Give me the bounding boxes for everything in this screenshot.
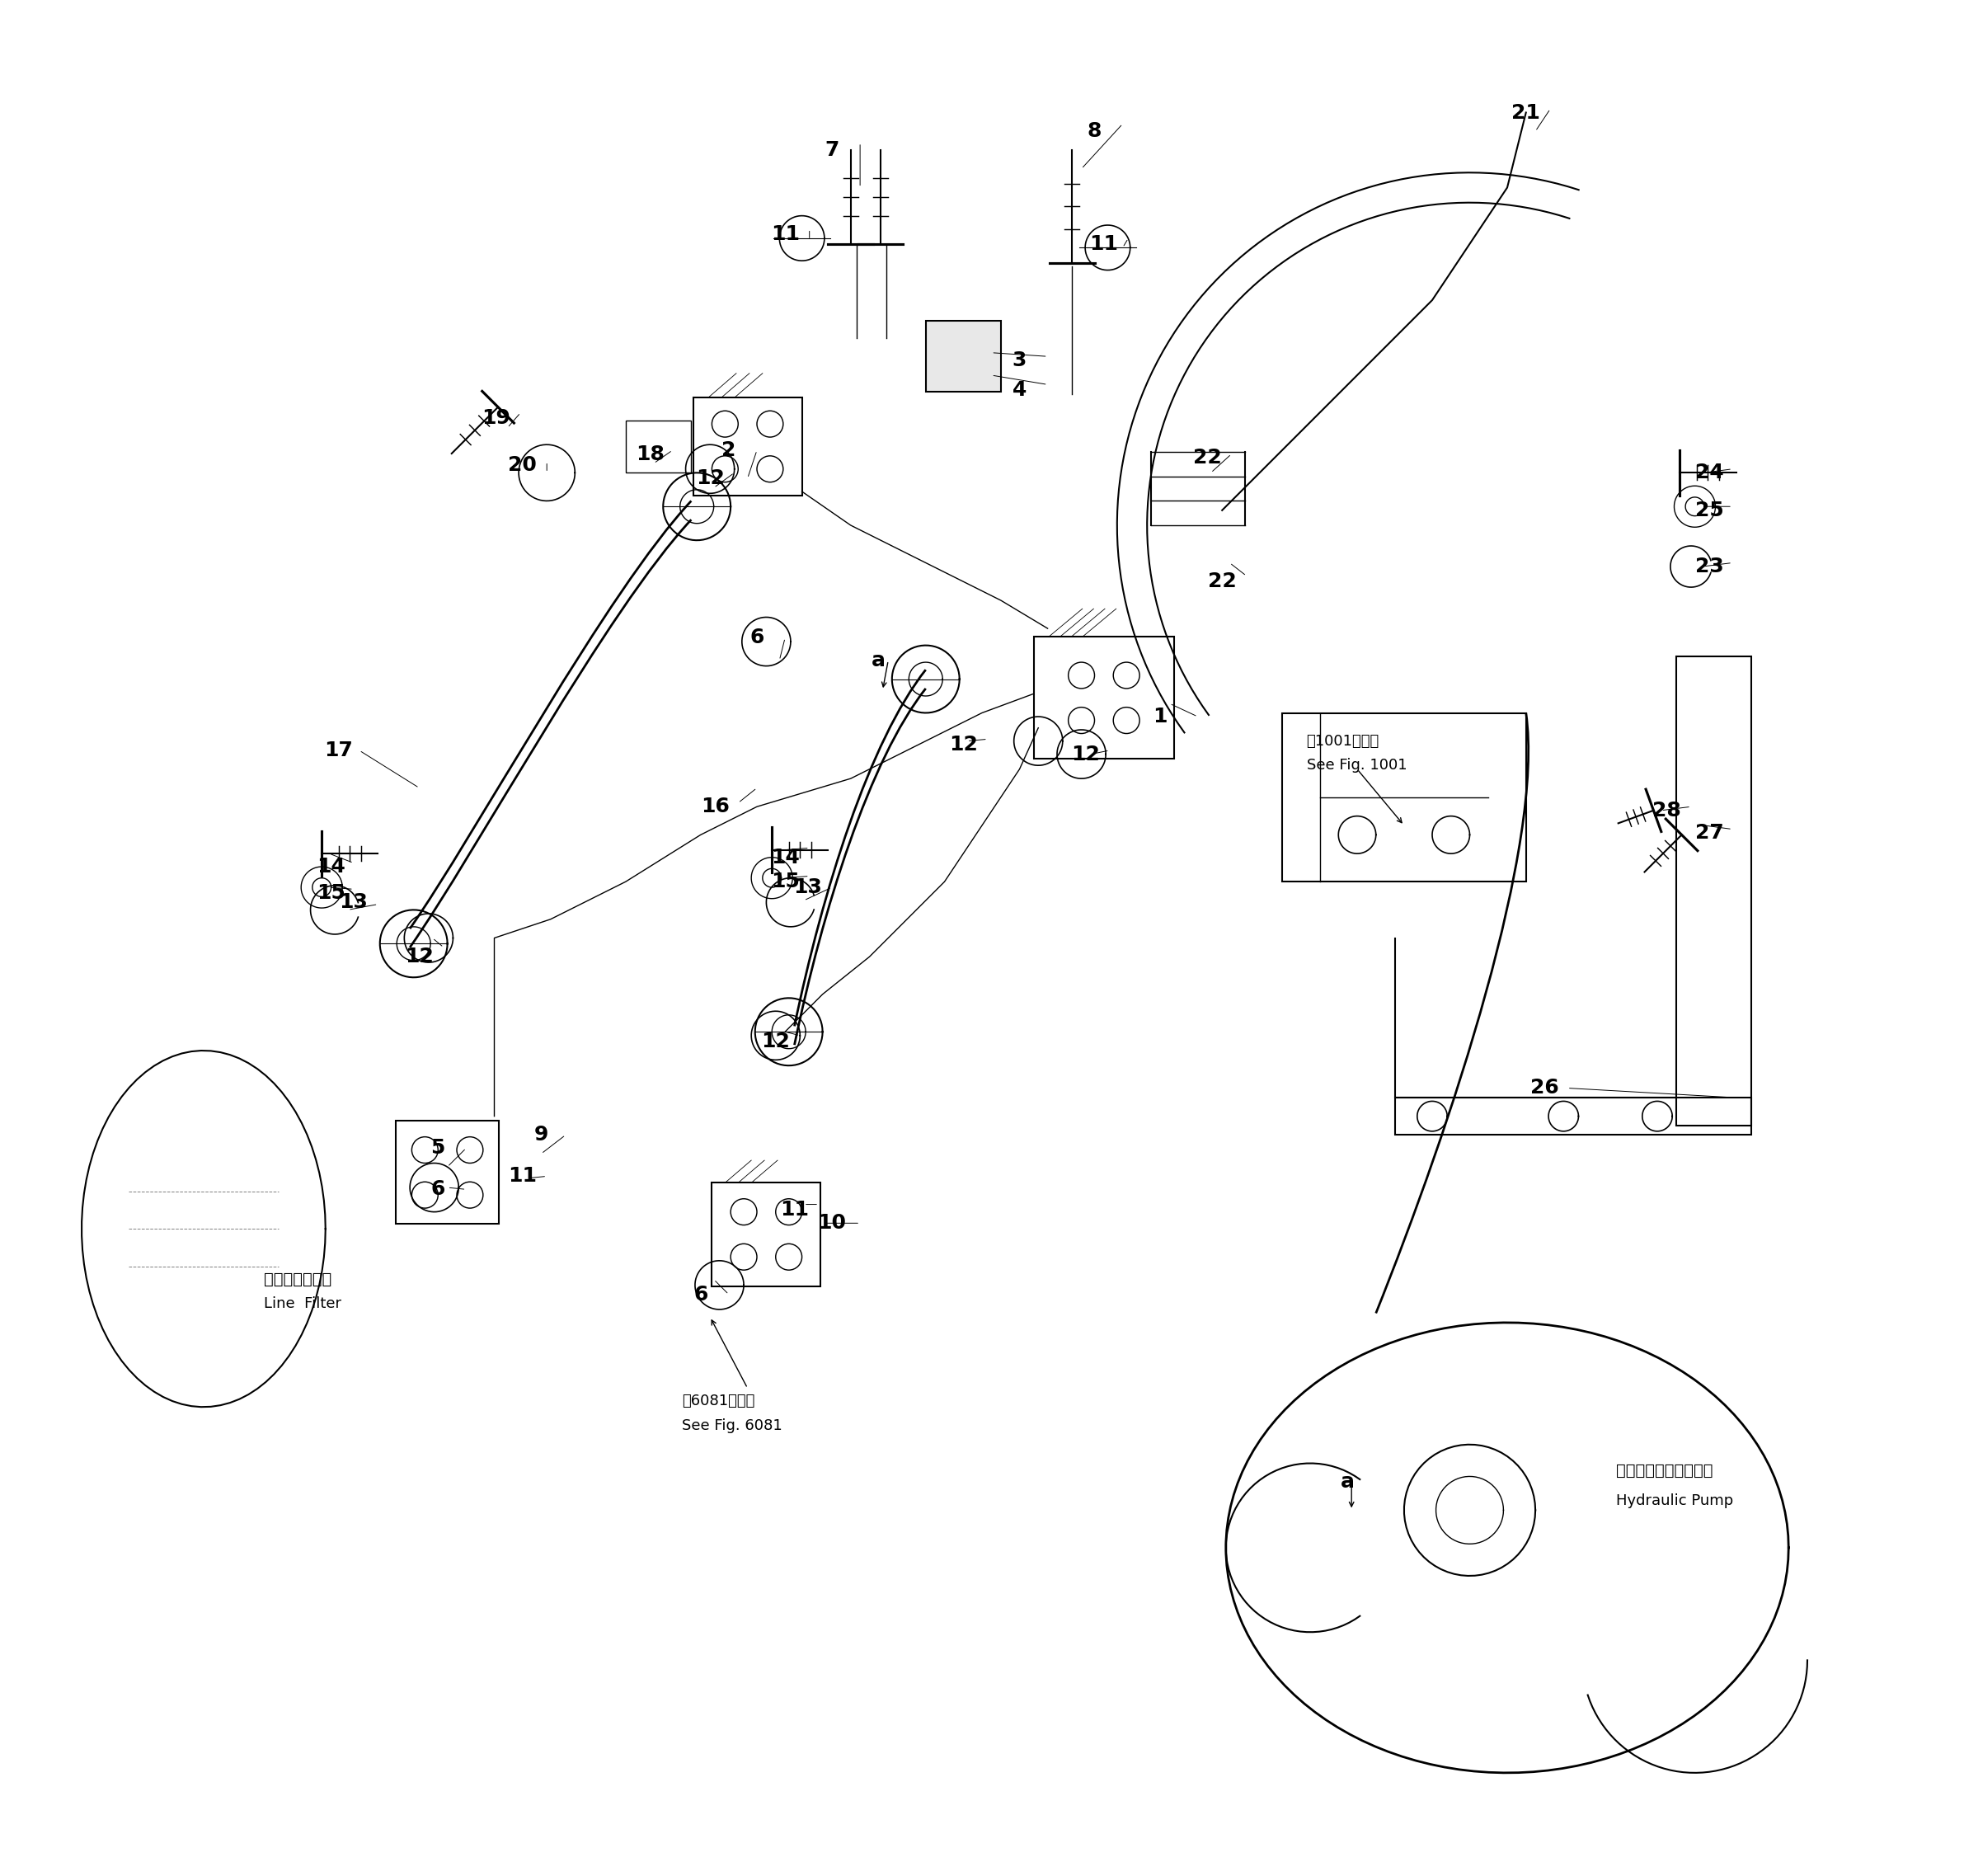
Text: 2: 2 bbox=[721, 441, 736, 460]
Text: 28: 28 bbox=[1652, 801, 1681, 820]
Text: 13: 13 bbox=[340, 893, 367, 912]
Bar bbox=[711, 1184, 821, 1287]
Text: 第6081図参照: 第6081図参照 bbox=[682, 1394, 754, 1409]
Text: 12: 12 bbox=[762, 1032, 790, 1051]
Text: 22: 22 bbox=[1192, 448, 1222, 467]
Text: 6: 6 bbox=[750, 628, 764, 647]
Text: See Fig. 6081: See Fig. 6081 bbox=[682, 1418, 782, 1433]
Text: ハイドロリックポンプ: ハイドロリックポンプ bbox=[1616, 1463, 1713, 1478]
Text: Hydraulic Pump: Hydraulic Pump bbox=[1616, 1493, 1734, 1508]
Text: 13: 13 bbox=[793, 878, 821, 897]
Bar bbox=[1282, 713, 1526, 882]
Text: 11: 11 bbox=[770, 225, 799, 244]
Text: 21: 21 bbox=[1512, 103, 1540, 122]
Text: 3: 3 bbox=[1011, 351, 1027, 370]
Text: 8: 8 bbox=[1088, 122, 1102, 141]
Text: 19: 19 bbox=[481, 409, 511, 428]
Text: 10: 10 bbox=[817, 1214, 846, 1233]
Text: 9: 9 bbox=[534, 1126, 548, 1144]
Bar bbox=[1394, 1097, 1752, 1135]
Text: 12: 12 bbox=[1070, 745, 1100, 764]
Text: 15: 15 bbox=[316, 884, 346, 902]
Bar bbox=[397, 1120, 499, 1225]
Text: 6: 6 bbox=[693, 1285, 707, 1304]
Text: 26: 26 bbox=[1530, 1079, 1559, 1097]
Text: 6: 6 bbox=[430, 1180, 446, 1199]
Text: 25: 25 bbox=[1695, 501, 1724, 520]
Text: 22: 22 bbox=[1208, 572, 1237, 591]
Text: 24: 24 bbox=[1695, 463, 1724, 482]
Text: 18: 18 bbox=[636, 445, 664, 463]
Text: 20: 20 bbox=[509, 456, 536, 475]
Text: 11: 11 bbox=[780, 1201, 809, 1219]
Text: 11: 11 bbox=[1090, 234, 1118, 253]
Text: 1: 1 bbox=[1153, 707, 1167, 726]
Text: 12: 12 bbox=[949, 735, 978, 754]
Text: 14: 14 bbox=[316, 857, 346, 876]
Text: 7: 7 bbox=[825, 141, 839, 159]
Text: 12: 12 bbox=[695, 469, 725, 488]
Text: a: a bbox=[872, 651, 886, 670]
Text: 16: 16 bbox=[701, 797, 731, 816]
Text: 12: 12 bbox=[405, 947, 434, 966]
Text: 11: 11 bbox=[509, 1167, 536, 1186]
Text: 5: 5 bbox=[430, 1139, 446, 1157]
Bar bbox=[1675, 657, 1752, 1126]
Text: 23: 23 bbox=[1695, 557, 1724, 576]
Text: Line  Filter: Line Filter bbox=[263, 1296, 342, 1311]
Text: 第1001図参照: 第1001図参照 bbox=[1306, 734, 1379, 749]
Text: a: a bbox=[1341, 1473, 1355, 1491]
Text: ラインフィルタ: ラインフィルタ bbox=[263, 1272, 332, 1287]
Bar bbox=[925, 321, 1002, 392]
Bar bbox=[693, 398, 801, 495]
Bar bbox=[1033, 636, 1174, 758]
Text: 14: 14 bbox=[770, 848, 799, 867]
Text: 17: 17 bbox=[324, 741, 354, 760]
Text: 27: 27 bbox=[1695, 824, 1724, 842]
Text: 4: 4 bbox=[1011, 381, 1027, 400]
Text: 15: 15 bbox=[770, 872, 799, 891]
Text: See Fig. 1001: See Fig. 1001 bbox=[1306, 758, 1406, 773]
Bar bbox=[627, 420, 691, 473]
